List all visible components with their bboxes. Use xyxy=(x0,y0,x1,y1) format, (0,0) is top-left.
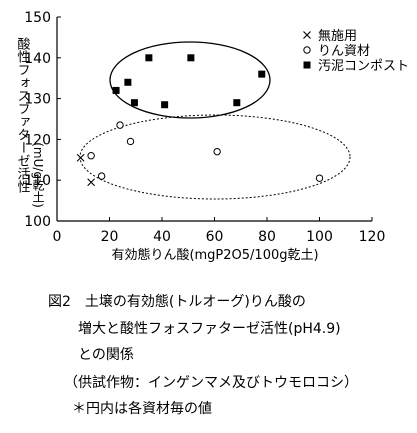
point xyxy=(213,147,221,156)
legend-label: 無施用 xyxy=(318,29,357,44)
y-tick-label: 120 xyxy=(24,132,51,148)
legend-marker xyxy=(303,61,311,69)
group-ellipse xyxy=(109,41,271,119)
x-tick-label: 80 xyxy=(258,229,276,245)
point xyxy=(315,174,324,182)
x-tick-label: 0 xyxy=(53,229,62,245)
point xyxy=(76,153,85,162)
point xyxy=(112,86,120,94)
point xyxy=(116,121,124,129)
point xyxy=(126,137,135,146)
x-tick-label: 120 xyxy=(359,229,386,245)
legend-marker xyxy=(303,31,311,39)
x-tick-label: 60 xyxy=(206,229,224,245)
y-tick-label: 140 xyxy=(24,51,51,67)
x-axis-label: 有効態りん酸(mgP2O5/100g乾土) xyxy=(111,247,318,263)
point xyxy=(258,70,266,78)
caption-line: （供試作物：インゲンマメ及びトウモロコシ） xyxy=(64,375,358,391)
caption-line: との関係 xyxy=(78,347,134,363)
x-tick-label: 40 xyxy=(153,229,171,245)
point xyxy=(233,99,241,107)
x-tick-label: 100 xyxy=(306,229,333,245)
y-tick-label: 100 xyxy=(24,214,51,230)
point xyxy=(187,54,195,62)
point xyxy=(130,99,138,107)
point xyxy=(87,152,95,160)
point xyxy=(145,54,153,62)
caption-line: 増大と酸性フォスファターゼ活性(pH4.9) xyxy=(78,321,341,337)
caption-line: 図2 土壌の有効態(トルオーグ)りん酸の xyxy=(48,294,306,310)
legend-label: 汚泥コンポスト xyxy=(318,59,409,74)
y-axis-label: 酸性フォスファターゼ活性 xyxy=(15,37,31,193)
y-tick-label: 130 xyxy=(24,92,51,108)
point xyxy=(124,78,132,86)
x-tick-label: 20 xyxy=(101,229,119,245)
caption-line: ＊円内は各資材毎の値 xyxy=(72,401,212,417)
y-axis-unit: (mU/g乾土) xyxy=(31,142,45,208)
point xyxy=(161,101,169,109)
point xyxy=(87,178,96,187)
legend-label: りん資材 xyxy=(318,44,370,59)
y-tick-label: 150 xyxy=(24,10,51,26)
point xyxy=(97,172,106,180)
y-tick-label: 110 xyxy=(24,173,51,189)
legend-marker xyxy=(303,46,311,54)
